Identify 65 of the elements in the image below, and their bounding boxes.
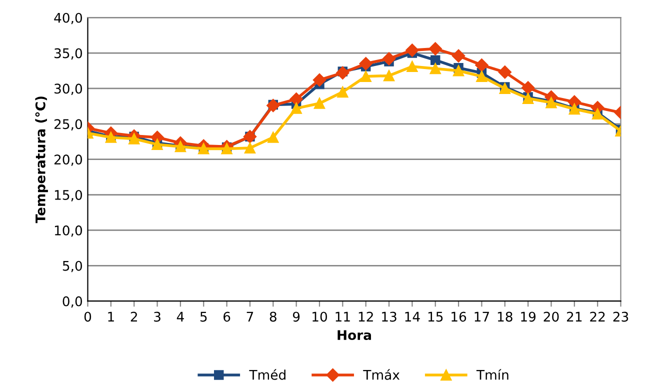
- point: [360, 70, 372, 82]
- x-tick-label: 11: [336, 312, 350, 322]
- point: [314, 98, 326, 109]
- x-tick-label: 7: [246, 312, 254, 322]
- point: [452, 65, 464, 76]
- point: [152, 138, 163, 150]
- legend-label: Tmáx: [363, 369, 400, 380]
- point: [428, 42, 442, 56]
- x-tick-label: 16: [452, 312, 466, 322]
- y-tick-label: 20,0: [54, 154, 82, 166]
- point: [290, 102, 302, 114]
- y-tick-label: 25,0: [54, 119, 82, 130]
- point: [430, 63, 441, 74]
- y-tick-label: 15,0: [54, 190, 82, 202]
- x-tick-label: 5: [200, 312, 207, 322]
- point: [499, 82, 510, 94]
- point: [268, 132, 279, 143]
- point: [383, 70, 395, 82]
- y-tick-label: 10,0: [54, 225, 82, 237]
- point: [312, 73, 326, 87]
- x-tick-label: 0: [84, 312, 92, 322]
- point: [475, 58, 488, 72]
- point: [337, 86, 348, 98]
- y-tick-label: 40,0: [54, 12, 82, 24]
- y-axis-title: Temperatura (°C): [35, 96, 48, 224]
- point: [452, 49, 466, 62]
- y-tick-label: 30,0: [54, 84, 82, 96]
- point: [336, 66, 350, 80]
- x-tick-label: 19: [521, 312, 536, 322]
- point: [521, 81, 535, 94]
- point: [382, 52, 396, 66]
- point: [430, 55, 440, 65]
- x-tick-label: 22: [590, 312, 605, 322]
- point: [266, 98, 280, 112]
- x-tick-label: 21: [566, 312, 582, 322]
- y-tick-label: 35,0: [54, 48, 82, 60]
- legend-label: Tmín: [476, 369, 508, 380]
- point: [244, 142, 256, 154]
- point: [290, 92, 303, 106]
- point: [406, 60, 418, 72]
- x-tick-label: 17: [474, 312, 489, 322]
- x-tick-label: 3: [154, 312, 160, 322]
- point: [406, 44, 419, 57]
- x-tick-label: 14: [405, 312, 420, 322]
- x-tick-label: 1: [108, 312, 114, 322]
- x-tick-label: 20: [544, 312, 559, 322]
- point: [476, 70, 488, 82]
- x-tick-label: 10: [312, 312, 328, 322]
- y-tick-label: 5,0: [62, 260, 82, 272]
- x-tick-label: 23: [613, 312, 628, 322]
- x-tick-label: 12: [358, 312, 373, 322]
- point: [498, 66, 512, 79]
- x-tick-label: 15: [428, 312, 443, 322]
- point: [359, 57, 372, 70]
- x-tick-label: 18: [498, 312, 512, 322]
- x-axis-title: Hora: [338, 330, 371, 340]
- x-tick-label: 8: [270, 312, 276, 322]
- legend-label: Tméd: [249, 369, 286, 380]
- x-tick-label: 4: [176, 312, 184, 322]
- x-tick-label: 2: [130, 312, 137, 322]
- x-tick-label: 6: [224, 312, 230, 322]
- x-tick-label: 9: [292, 312, 300, 322]
- point: [128, 133, 140, 144]
- x-tick-label: 13: [382, 312, 396, 322]
- y-tick-label: 0,0: [62, 296, 82, 308]
